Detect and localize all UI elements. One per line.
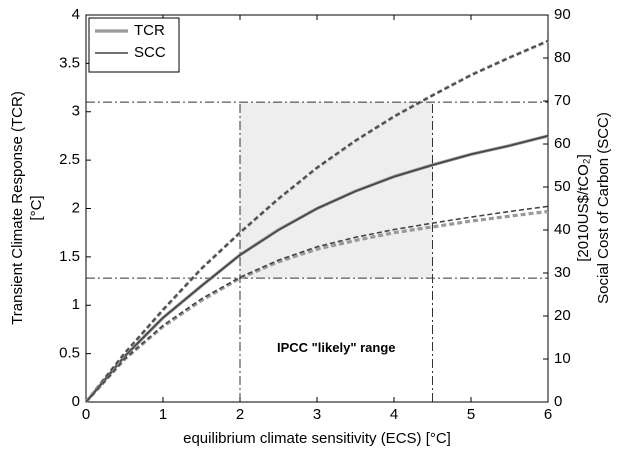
- x-tick-label: 6: [544, 406, 552, 423]
- x-tick-label: 0: [82, 406, 90, 423]
- y-axis-label: [°C]: [28, 195, 45, 220]
- y-tick-label: 2: [72, 199, 80, 216]
- annotation: IPCC "likely" range: [277, 340, 396, 355]
- x-tick-label: 5: [467, 406, 475, 423]
- y2-tick-label: 70: [554, 92, 571, 109]
- y-tick-label: 0: [72, 393, 80, 410]
- legend-label: TCR: [134, 22, 165, 39]
- y2-axis-label: [2010US$/tCO₂]: [575, 154, 592, 262]
- series-line: [84, 209, 549, 404]
- y2-tick-label: 10: [554, 350, 571, 367]
- x-tick-label: 2: [236, 406, 244, 423]
- y2-tick-label: 0: [554, 393, 562, 410]
- y-tick-label: 1: [72, 296, 80, 313]
- y2-tick-label: 60: [554, 135, 571, 152]
- likely-range: [240, 102, 433, 279]
- y-tick-label: 2.5: [59, 151, 80, 168]
- y2-tick-label: 20: [554, 307, 571, 324]
- y-tick-label: 3: [72, 103, 80, 120]
- series-line: [85, 40, 549, 403]
- y2-tick-label: 30: [554, 264, 571, 281]
- y-tick-label: 4: [72, 6, 80, 23]
- y-axis-label: Transient Climate Response (TCR): [9, 91, 26, 325]
- y-tick-label: 1.5: [59, 248, 80, 265]
- legend-box: [88, 17, 180, 73]
- y2-tick-label: 40: [554, 221, 571, 238]
- y2-tick-label: 50: [554, 178, 571, 195]
- x-tick-label: 4: [390, 406, 398, 423]
- y2-axis-label: Social Cost of Carbon (SCC): [595, 112, 612, 304]
- y2-tick-label: 80: [554, 49, 571, 66]
- series-line: [85, 135, 549, 403]
- x-tick-label: 3: [313, 406, 321, 423]
- legend-label: SCC: [134, 44, 166, 61]
- y2-tick-label: 90: [554, 6, 571, 23]
- y-tick-label: 3.5: [59, 54, 80, 71]
- series-line: [85, 205, 549, 403]
- x-tick-label: 1: [159, 406, 167, 423]
- x-axis-label: equilibrium climate sensitivity (ECS) [°…: [183, 430, 451, 447]
- y-tick-label: 0.5: [59, 345, 80, 362]
